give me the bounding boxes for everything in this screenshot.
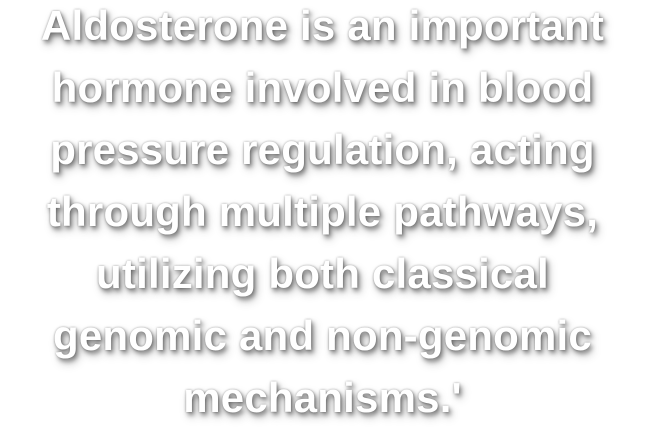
quote-line-4: through multiple pathways, (46, 188, 599, 235)
quote-line-7: mechanisms.' (183, 374, 462, 421)
quote-line-5: utilizing both classical (96, 250, 549, 297)
quote-line-2: hormone involved in blood (51, 64, 594, 111)
quote-line-1: Aldosterone is an important (40, 2, 605, 49)
quote-line-3: pressure regulation, acting (50, 126, 595, 173)
quote-line-6: genomic and non-genomic (53, 312, 592, 359)
